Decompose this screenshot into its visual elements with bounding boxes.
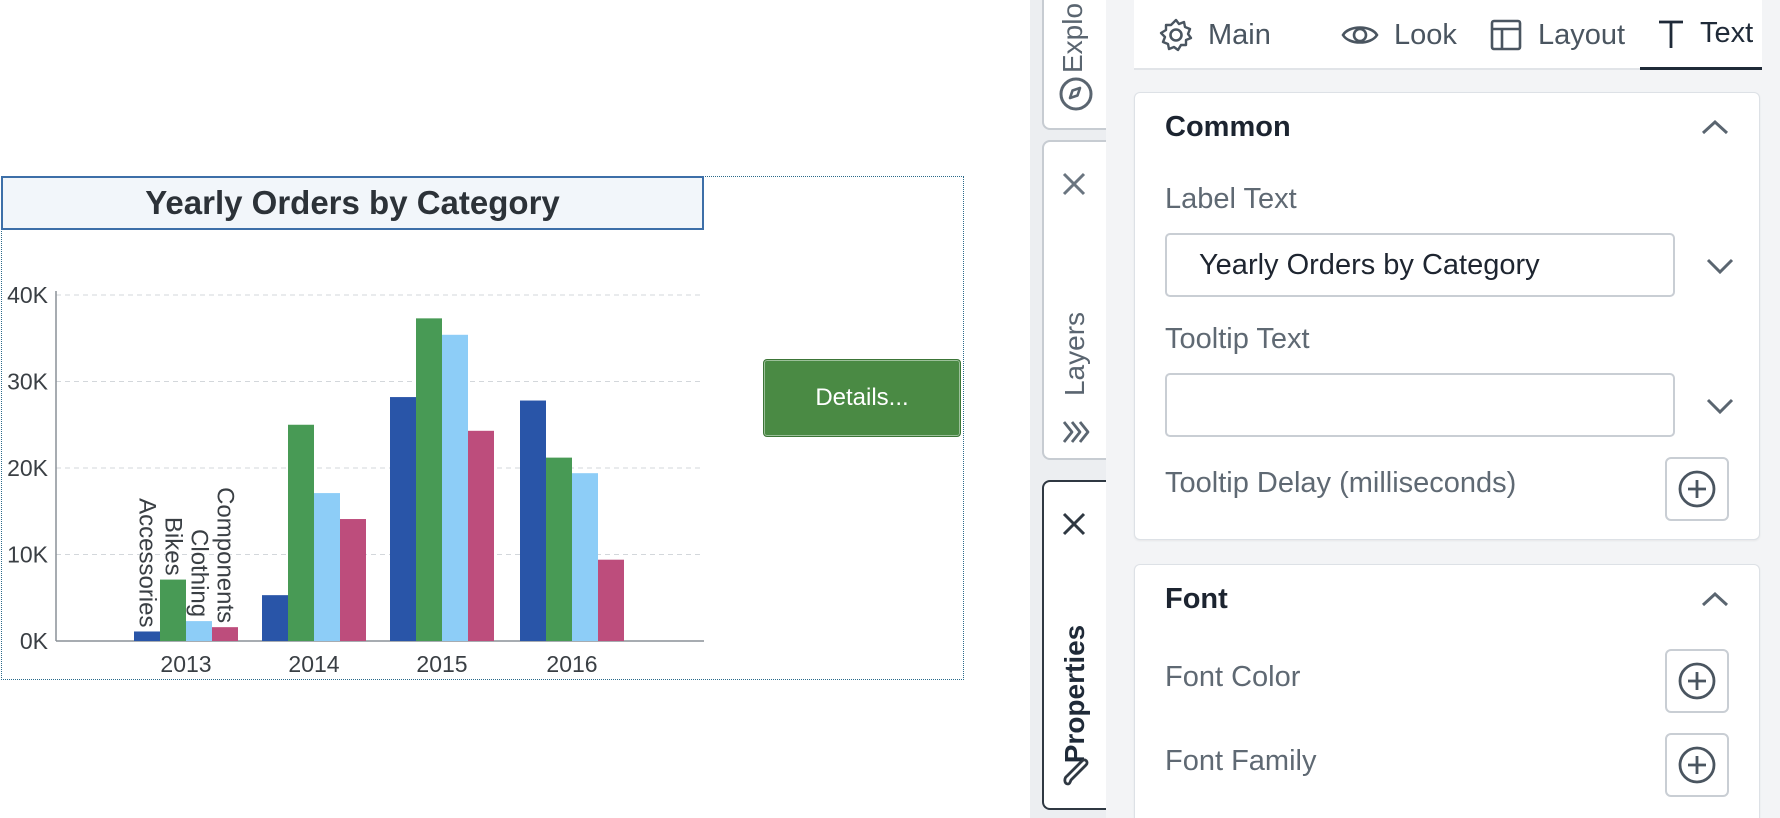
tooltip-text-label: Tooltip Text [1165, 323, 1310, 355]
x-tick-label: 2016 [546, 651, 597, 677]
x-tick-label: 2015 [416, 651, 467, 677]
bar-clothing-2016 [572, 473, 598, 641]
tab-text[interactable]: Text [1640, 0, 1762, 70]
tab-explore[interactable]: Explo [1042, 0, 1106, 130]
bar-components-2013 [212, 627, 238, 641]
text-icon [1659, 20, 1683, 48]
plus-circle-icon [1678, 662, 1716, 700]
add-font-family-button[interactable] [1665, 733, 1729, 797]
y-tick-label: 30K [7, 369, 49, 395]
common-section: Common Label Text Yearly Orders by Categ… [1134, 92, 1760, 540]
dashboard-canvas: 0K 10K 20K 30K 40K 2013 2014 2015 2016 Accessorie… [1, 176, 964, 680]
bar-components-2015 [468, 430, 494, 641]
tab-properties[interactable]: Properties [1042, 480, 1106, 810]
details-button[interactable]: Details... [763, 359, 961, 437]
bar-clothing-2013 [186, 621, 212, 641]
x-tick-label: 2013 [160, 651, 211, 677]
y-tick-label: 40K [7, 282, 49, 308]
y-tick-label: 0K [20, 628, 49, 654]
side-tab-strip: Explo Layers Properties [1030, 0, 1106, 818]
tab-explore-label: Explo [1057, 2, 1088, 74]
property-tabs: Main Look Layout Text [1134, 0, 1762, 70]
chevron-down-icon[interactable] [1703, 255, 1737, 277]
gear-icon [1159, 18, 1193, 52]
tooltip-text-input[interactable] [1165, 373, 1675, 437]
bar-clothing-2015 [442, 334, 468, 641]
tab-text-label: Text [1700, 17, 1754, 49]
layout-icon [1490, 19, 1522, 51]
chevron-down-icon[interactable] [1703, 395, 1737, 417]
bar-accessories-2015 [390, 397, 416, 641]
add-tooltip-delay-button[interactable] [1665, 457, 1729, 521]
eye-icon [1341, 26, 1379, 44]
bar-clothing-2014 [314, 493, 340, 641]
properties-panel: Main Look Layout Text [1106, 0, 1780, 818]
paint-brush-icon [1063, 758, 1089, 786]
add-font-color-button[interactable] [1665, 649, 1729, 713]
label-text-input[interactable]: Yearly Orders by Category [1165, 233, 1675, 297]
bar-chart: 0K 10K 20K 30K 40K 2013 2014 2015 2016 Accessorie… [7, 282, 704, 677]
series-label-accessories: Accessories [134, 498, 161, 627]
bar-components-2016 [598, 559, 624, 641]
tooltip-delay-label: Tooltip Delay (milliseconds) [1165, 467, 1517, 499]
series-label-components: Components [212, 487, 239, 623]
bar-accessories-2013 [134, 631, 160, 641]
label-text-label: Label Text [1165, 183, 1297, 215]
tab-layout[interactable]: Layout [1488, 0, 1625, 70]
tab-layers[interactable]: Layers [1042, 140, 1106, 460]
bar-accessories-2016 [520, 400, 546, 641]
font-family-label: Font Family [1165, 745, 1317, 777]
bar-bikes-2016 [546, 457, 572, 641]
tab-main-label: Main [1208, 18, 1271, 51]
series-label-clothing: Clothing [186, 529, 213, 617]
plus-circle-icon [1678, 746, 1716, 784]
tab-main[interactable]: Main [1158, 0, 1271, 70]
x-tick-label: 2014 [288, 651, 339, 677]
tab-layers-label: Layers [1059, 311, 1090, 397]
bar-accessories-2014 [262, 595, 288, 641]
bar-bikes-2015 [416, 318, 442, 641]
tab-look-label: Look [1394, 18, 1457, 51]
tab-look[interactable]: Look [1340, 0, 1457, 70]
bar-bikes-2014 [288, 424, 314, 641]
common-section-title: Common [1165, 111, 1291, 143]
tab-layout-label: Layout [1538, 18, 1626, 51]
font-color-label: Font Color [1165, 661, 1301, 693]
font-section-title: Font [1165, 583, 1228, 615]
bar-bikes-2013 [160, 579, 186, 641]
chart-title[interactable]: Yearly Orders by Category [1, 176, 704, 230]
plus-circle-icon [1678, 470, 1716, 508]
layers-icon [1062, 421, 1090, 443]
series-label-bikes: Bikes [160, 517, 187, 576]
bar-components-2014 [340, 519, 366, 641]
chevron-up-icon[interactable] [1699, 117, 1731, 137]
chevron-up-icon[interactable] [1699, 589, 1731, 609]
compass-icon [1059, 77, 1093, 111]
y-tick-label: 10K [7, 542, 49, 568]
y-tick-label: 20K [7, 455, 49, 481]
close-icon[interactable] [1044, 164, 1104, 204]
close-icon[interactable] [1044, 504, 1104, 544]
font-section: Font Font Color Font Family [1134, 564, 1760, 818]
tab-properties-label: Properties [1059, 624, 1090, 764]
